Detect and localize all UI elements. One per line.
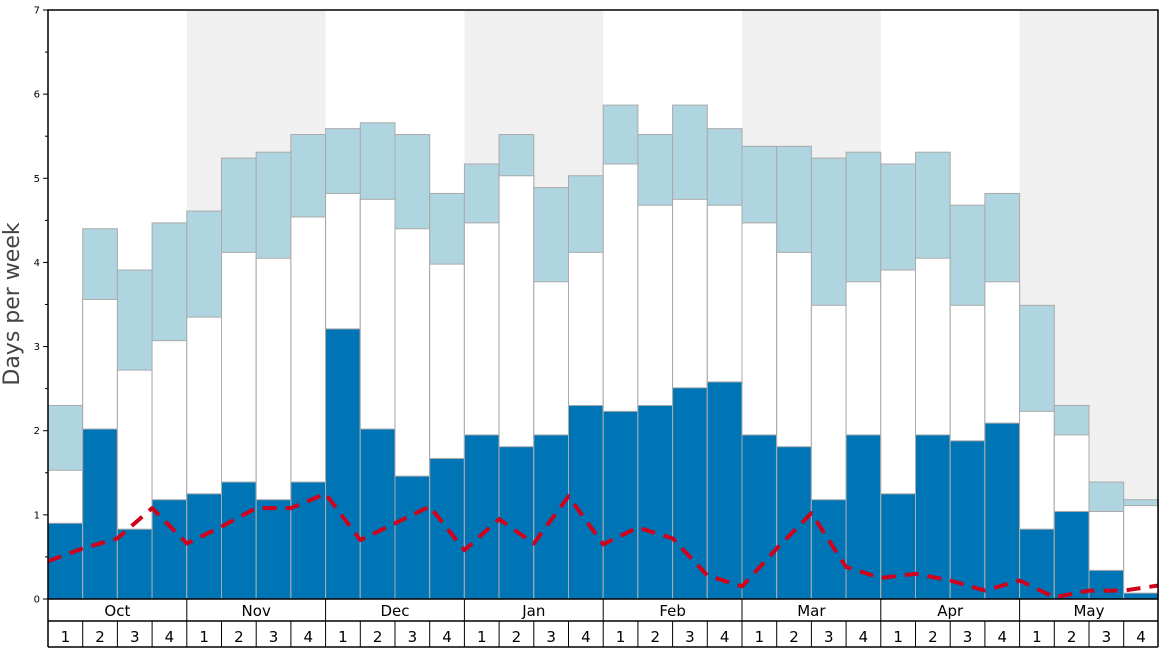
week-label: 2 [650,628,660,646]
bar-dark-blue [463,434,500,600]
bar-dark-blue [1123,592,1159,600]
week-label: 2 [1067,628,1077,646]
y-axis: 0 1 2 3 4 5 6 7 [34,6,48,606]
week-label: 3 [685,628,695,646]
week-label: 4 [165,628,175,646]
bar-dark-blue [568,404,604,600]
week-label: 3 [824,628,834,646]
week-label: 4 [720,628,730,646]
bar-dark-blue [429,457,465,600]
week-label: 1 [477,628,487,646]
bar-dark-blue [915,434,951,600]
week-label: 1 [1032,628,1042,646]
week-label: 2 [234,628,244,646]
week-label: 2 [789,628,799,646]
bar-dark-blue [221,481,257,600]
month-label-apr: Apr [937,602,964,620]
bar-dark-blue [186,493,223,600]
bar-dark-blue [1053,510,1090,600]
bar-dark-blue [741,434,778,600]
week-label: 4 [442,628,452,646]
week-label: 3 [269,628,279,646]
bar-dark-blue [116,528,153,600]
y-tick-label: 1 [34,510,40,521]
y-tick-label: 7 [34,6,40,17]
y-tick-label: 0 [34,595,40,606]
week-label: 1 [616,628,626,646]
week-label: 1 [755,628,765,646]
bar-dark-blue [672,387,708,600]
bar-white [1123,505,1159,600]
week-label: 1 [338,628,348,646]
bars [47,104,1159,600]
month-label-may: May [1073,602,1104,620]
y-tick-label: 2 [34,426,40,437]
month-label-feb: Feb [659,602,686,620]
week-label: 4 [997,628,1007,646]
bar-dark-blue [82,428,118,600]
y-axis-label: Days per week [0,222,25,385]
red-dashed-line [47,491,1159,600]
bar-dark-blue [706,381,743,600]
week-label: 1 [893,628,903,646]
y-tick-label: 4 [34,258,40,269]
y-tick-label: 3 [34,342,40,353]
x-axis: Oct Nov Dec Jan Feb Mar Apr May 1 2 3 4 1 2 3 4 1 2 3 4 1 2 3 4… [47,599,1159,648]
bar-dark-blue [359,428,396,600]
month-label-oct: Oct [104,602,130,620]
bar-dark-blue [949,440,986,600]
week-label: 3 [408,628,418,646]
bar-dark-blue [810,499,847,600]
y-tick-label: 6 [34,90,40,101]
week-label: 3 [1102,628,1112,646]
bar-dark-blue [325,328,361,600]
month-label-dec: Dec [380,602,409,620]
bar-dark-blue [1088,569,1125,600]
week-label: 1 [61,628,71,646]
week-label: 1 [199,628,209,646]
week-label: 3 [546,628,556,646]
week-label: 2 [95,628,105,646]
week-label: 4 [1136,628,1146,646]
y-tick-label: 5 [34,174,40,185]
bar-dark-blue [880,493,916,600]
week-label: 2 [373,628,383,646]
week-label: 4 [303,628,313,646]
week-label: 4 [859,628,869,646]
week-label: 3 [130,628,140,646]
month-label-jan: Jan [521,602,545,620]
week-label: 2 [928,628,938,646]
bar-dark-blue [1019,528,1055,600]
month-label-mar: Mar [797,602,826,620]
month-label-nov: Nov [242,602,271,620]
bar-dark-blue [984,422,1021,600]
bar-dark-blue [637,404,674,600]
week-label: 2 [512,628,522,646]
bar-dark-blue [394,475,431,600]
bar-dark-blue [776,446,812,600]
week-label: 4 [581,628,591,646]
bar-dark-blue [255,499,292,600]
week-label: 3 [963,628,973,646]
bar-dark-blue [602,410,639,600]
